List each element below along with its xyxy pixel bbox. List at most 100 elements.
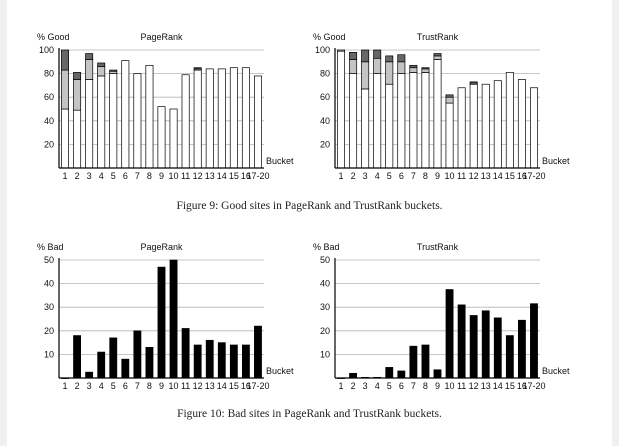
bar-segment [349, 52, 358, 60]
bar [349, 372, 358, 379]
bar [517, 319, 526, 379]
bar-segment [97, 66, 106, 77]
x-tick-label: 11 [457, 171, 466, 181]
bar-segment [469, 81, 478, 84]
bar [109, 337, 118, 379]
bar-segment [241, 67, 250, 169]
bar-segment [169, 108, 178, 169]
x-axis-label: Bucket [542, 366, 570, 376]
y-tick-label: 60 [320, 92, 330, 102]
bar [433, 369, 442, 379]
bar [73, 335, 82, 379]
x-tick-label: 14 [493, 171, 503, 181]
bar-segment [61, 49, 69, 71]
x-tick-label: 10 [169, 381, 179, 391]
y-tick-label: 40 [320, 279, 330, 289]
x-tick-label: 15 [505, 381, 515, 391]
x-tick-label: 4 [99, 381, 104, 391]
x-tick-label: 6 [123, 381, 128, 391]
bar-segment [349, 59, 358, 74]
y-tick-label: 60 [44, 92, 54, 102]
bar [133, 330, 142, 379]
bar-segment [530, 87, 538, 169]
bar [385, 367, 394, 379]
x-tick-label: 10 [445, 171, 455, 181]
x-tick-label: 17-20 [522, 381, 545, 391]
x-tick-label: 15 [229, 381, 239, 391]
bar-segment [121, 60, 130, 169]
bar-segment [337, 49, 345, 52]
chart-title: PageRank [140, 32, 183, 42]
x-tick-label: 8 [423, 381, 428, 391]
x-tick-label: 17-20 [246, 381, 269, 391]
x-tick-label: 12 [193, 171, 203, 181]
bar-segment [193, 69, 202, 169]
bar-segment [505, 72, 514, 169]
x-tick-label: 5 [111, 171, 116, 181]
x-tick-label: 12 [193, 381, 203, 391]
x-tick-label: 7 [135, 171, 140, 181]
bar [97, 351, 106, 379]
y-tick-label: 10 [44, 349, 54, 359]
x-tick-label: 11 [457, 381, 466, 391]
x-tick-label: 10 [445, 381, 455, 391]
x-tick-label: 17-20 [246, 171, 269, 181]
bar [254, 325, 262, 379]
y-tick-label: 40 [44, 279, 54, 289]
bar-segment [493, 80, 502, 169]
bar-segment [445, 102, 454, 169]
x-tick-label: 2 [351, 381, 356, 391]
x-tick-label: 11 [181, 171, 190, 181]
bar-segment [254, 75, 262, 169]
bar-segment [517, 79, 526, 169]
bar [445, 289, 454, 379]
bar-segment [445, 94, 454, 98]
y-tick-label: 20 [44, 326, 54, 336]
bar-segment [85, 59, 94, 80]
bar-segment [457, 87, 466, 169]
bar-segment [109, 73, 118, 169]
bar-segment [385, 55, 394, 63]
x-tick-label: 14 [217, 171, 227, 181]
paper-page: % Good PageRank Bucket 20 40 60 80 100 1 2 3 4 5 6 7 8 9… [7, 0, 612, 446]
bar-segment [61, 69, 69, 110]
y-tick-label: 40 [44, 116, 54, 126]
bar-segment [145, 64, 154, 169]
y-tick-label: 40 [320, 116, 330, 126]
x-tick-label: 6 [123, 171, 128, 181]
y-tick-label: 50 [44, 255, 54, 265]
bar-segment [421, 72, 430, 169]
bar-segment [109, 70, 118, 74]
x-tick-label: 1 [63, 381, 68, 391]
y-tick-label: 30 [320, 302, 330, 312]
bar-segment [481, 83, 490, 169]
x-tick-label: 2 [75, 171, 80, 181]
x-tick-label: 16 [517, 171, 527, 181]
bar [229, 344, 238, 379]
bar-segment [61, 108, 69, 169]
bar-segment [409, 67, 418, 73]
bar-segment [433, 55, 442, 60]
x-tick-label: 7 [135, 381, 140, 391]
bar-segment [373, 57, 382, 74]
x-tick-label: 2 [75, 381, 80, 391]
chart-bad-pagerank: % Bad PageRank Bucket 10 20 30 40 50 1 2 3 4 5 6 7 8 9 10… [29, 238, 294, 398]
bar-segment [373, 73, 382, 169]
x-tick-label: 9 [159, 381, 164, 391]
y-tick-label: 20 [320, 139, 330, 149]
bar-segment [361, 49, 370, 63]
x-tick-label: 6 [399, 381, 404, 391]
bar [530, 303, 538, 379]
bar-segment [397, 61, 406, 74]
bar [421, 344, 430, 379]
x-tick-label: 9 [159, 171, 164, 181]
x-tick-label: 8 [423, 171, 428, 181]
bar [121, 358, 130, 379]
x-axis-label: Bucket [266, 366, 294, 376]
bar [505, 335, 514, 379]
y-axis-label: % Bad [37, 242, 64, 252]
x-tick-label: 5 [387, 381, 392, 391]
bar-segment [217, 68, 226, 169]
bar-segment [97, 75, 106, 169]
